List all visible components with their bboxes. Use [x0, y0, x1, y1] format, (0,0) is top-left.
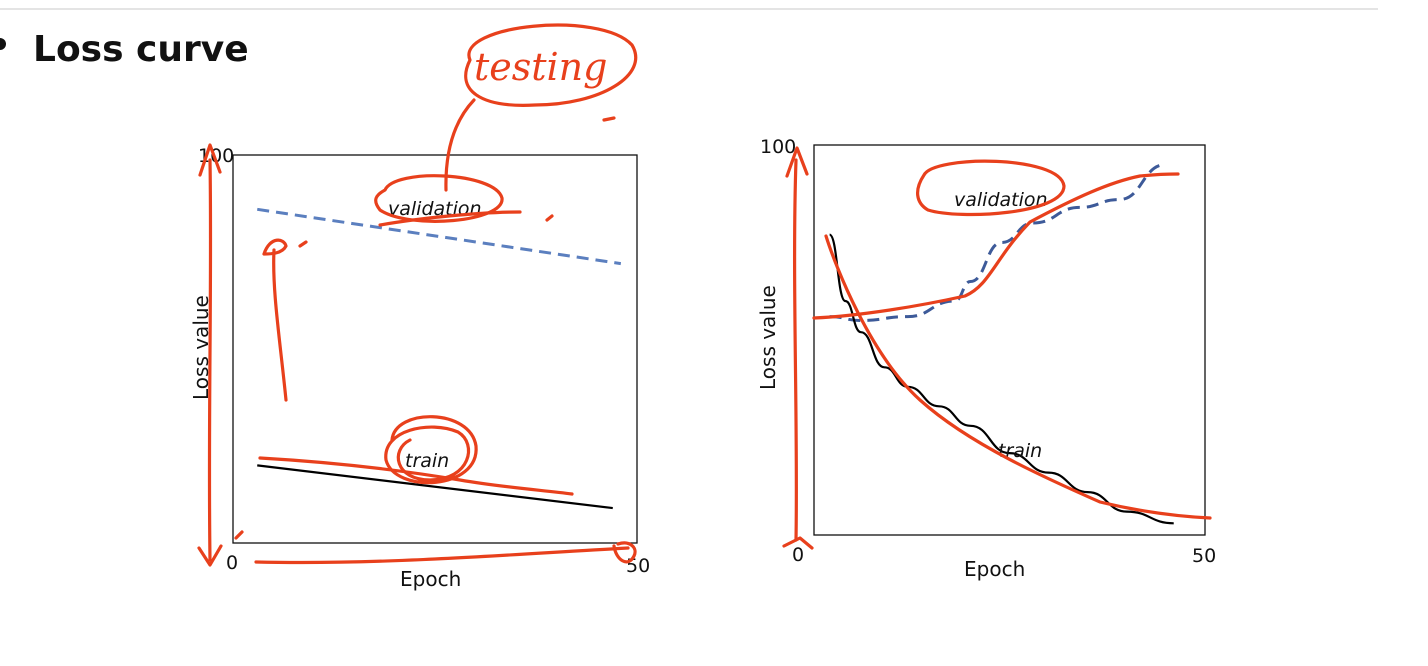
- ink-circle-testing: [464, 23, 638, 107]
- ink-circle-validation-left: [374, 174, 504, 223]
- chart-left-label-train: train: [405, 450, 449, 472]
- handwritten-testing-note: testing: [474, 45, 607, 89]
- handwritten-annotations: testing: [197, 23, 1212, 567]
- slide-heading: Loss curve: [33, 29, 249, 70]
- ink-scribble-train-left: [384, 415, 478, 485]
- chart-right-xlabel: Epoch: [964, 557, 1025, 581]
- chart-left-xtick-end: 50: [626, 555, 650, 577]
- chart-left-xlabel: Epoch: [400, 567, 461, 591]
- ink-arrow-head: [262, 238, 288, 256]
- ink-y-arrow-up-right: [785, 146, 809, 178]
- ink-x-axis-left: [254, 546, 630, 565]
- chart-left-series-validation-line: [257, 207, 622, 266]
- chart-right-xtick-start: 0: [792, 544, 804, 566]
- ink-y-arrow-up-left: [198, 143, 222, 177]
- chart-left-series-train-line: [257, 464, 613, 510]
- chart-right-xtick-end: 50: [1192, 545, 1216, 567]
- ink-trace-train-right: [824, 234, 1212, 520]
- ink-y-arrow-down-right: [782, 536, 814, 550]
- top-divider: [0, 8, 1378, 10]
- chart-left-plot-frame: [232, 154, 638, 544]
- ink-mark: [234, 530, 244, 540]
- chart-right-series-layer: [828, 163, 1174, 525]
- ink-underline-validation-left: [378, 210, 522, 227]
- ink-trace-train-left: [258, 456, 574, 496]
- ink-circle-validation-right: [916, 159, 1066, 217]
- chart-right-label-validation: validation: [954, 189, 1048, 211]
- ink-y-arrow-down-left: [197, 544, 223, 567]
- ink-arrow-shaft: [272, 248, 288, 402]
- ink-y-axis-right: [792, 158, 799, 542]
- chart-right-ytick-top: 100: [760, 136, 796, 158]
- chart-right-series-train-line: [828, 233, 1174, 525]
- chart-right-label-train: train: [998, 440, 1042, 462]
- ink-connector-line: [444, 98, 476, 192]
- ink-mark: [545, 214, 554, 222]
- bullet-point: [0, 38, 6, 50]
- chart-left-xtick-start: 0: [226, 552, 238, 574]
- ink-mark: [298, 240, 308, 248]
- ink-mark: [602, 116, 616, 122]
- chart-left: 100 0 50 Epoch Loss value validation tra…: [189, 145, 650, 591]
- ink-y-axis-left: [207, 158, 213, 562]
- chart-right-series-validation-line: [829, 163, 1167, 323]
- chart-right-plot-frame: [813, 144, 1206, 536]
- chart-left-series-layer: [257, 207, 622, 510]
- ink-trace-validation-right: [812, 172, 1180, 320]
- ink-x-arrow-left: [612, 541, 637, 564]
- chart-right: 100 0 50 Epoch Loss value validation tra…: [756, 136, 1216, 581]
- chart-right-ylabel: Loss value: [756, 285, 780, 390]
